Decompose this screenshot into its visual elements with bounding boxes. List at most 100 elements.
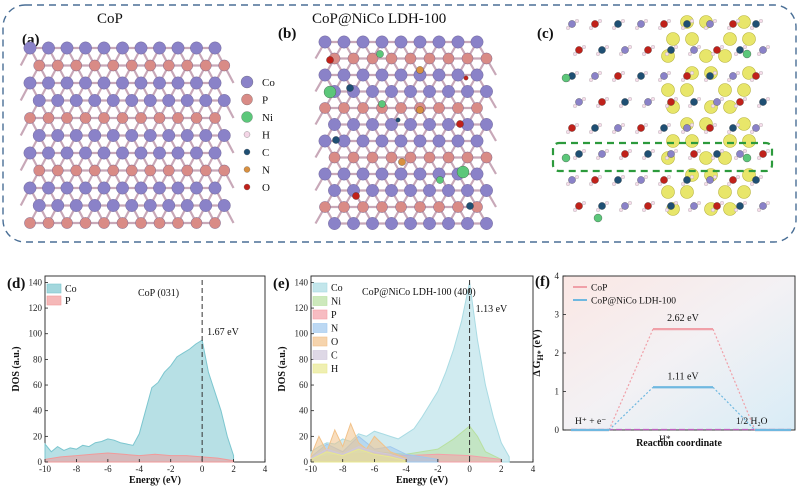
co-atom [347,217,360,230]
ni-atom [742,49,752,59]
panel-letter: (d) [7,276,25,292]
co-atom [199,129,213,142]
y-tick-label: 1 [555,387,560,397]
legend-swatch-p [46,295,62,306]
panel-c-letter: (c) [537,26,554,42]
y-tick-label: 80 [299,354,309,364]
h-atom [711,104,715,108]
ni-atom [323,85,337,99]
molecule-atom [591,72,599,80]
h-atom [612,130,616,134]
h-atom [605,149,609,153]
co-atom [23,146,37,160]
molecule-atom [759,202,767,210]
co-atom [217,129,231,142]
molecule-atom [736,98,744,106]
co-atom [171,146,185,160]
h-atom [736,71,740,75]
co-atom [366,184,379,197]
co-atom [60,41,74,55]
co-atom [461,85,474,98]
molecule-atom [713,98,721,106]
h-atom [690,175,694,179]
molecule-atom [614,176,622,184]
co-atom [134,181,148,195]
h-atom [697,45,701,49]
p-atom [88,164,101,177]
h-atom [759,19,763,23]
co-atom [461,217,474,230]
co-atom [356,167,370,181]
co-atom [199,199,213,212]
p-atom [33,164,46,177]
panel-letter: (e) [273,276,290,292]
p-atom [153,217,166,229]
panel-a-title: CoP [97,11,123,27]
co-atom [116,146,129,160]
charge-lobe [666,134,680,148]
h-atom [757,208,761,212]
p-atom [366,151,379,164]
co-atom [375,68,389,82]
p-atom [442,52,455,65]
h-atom [566,26,570,30]
co-atom [337,68,351,82]
co-atom [134,76,148,90]
h-atom [642,52,646,56]
h-atom [621,71,625,75]
p-atom [404,151,417,164]
p-atom [61,217,73,229]
co-atom [171,41,185,55]
adsorbate-atom [376,50,384,58]
co-atom [385,118,398,131]
legend-swatch-co [46,283,62,294]
molecule-atom [713,150,721,158]
molecule-atom [713,202,721,210]
molecule-atom [644,46,652,54]
h-atom [605,97,609,101]
h-atom [642,104,646,108]
co-atom [153,146,166,160]
h-atom [720,97,724,101]
h-atom [690,71,694,75]
co-atom [97,146,111,160]
co-atom [116,181,129,195]
h-atom [605,45,609,49]
co-atom [208,146,222,160]
p-atom [144,59,157,72]
p-atom [79,217,92,229]
y-tick-label: 100 [29,329,43,339]
co-atom [451,68,465,82]
h-atom [598,71,602,75]
charge-lobe [661,185,675,199]
h-atom [573,104,577,108]
h-atom [734,208,738,212]
co-atom [375,35,389,49]
x-tick-label: 0 [467,464,472,474]
co-atom [337,35,351,49]
co-atom [442,184,455,197]
co-atom [470,35,484,49]
charge-lobe [723,32,737,46]
co-atom [162,94,176,107]
p-atom [338,102,350,114]
legend-label-h: H [262,130,270,142]
h-atom [743,149,747,153]
h-atom [720,45,724,49]
molecule-atom [621,202,629,210]
h-atom [621,19,625,23]
h-atom [596,52,600,56]
legend-label-n: N [331,324,338,335]
h-atom [635,130,639,134]
h-atom [598,19,602,23]
h-atom [704,182,708,186]
h-atom [727,78,731,82]
h-atom [757,52,761,56]
h-atom [713,123,717,127]
molecule-atom [736,202,744,210]
p-atom [79,112,92,124]
co-atom [356,35,370,49]
h-atom [582,45,586,49]
adsorbate-atom [466,202,474,210]
